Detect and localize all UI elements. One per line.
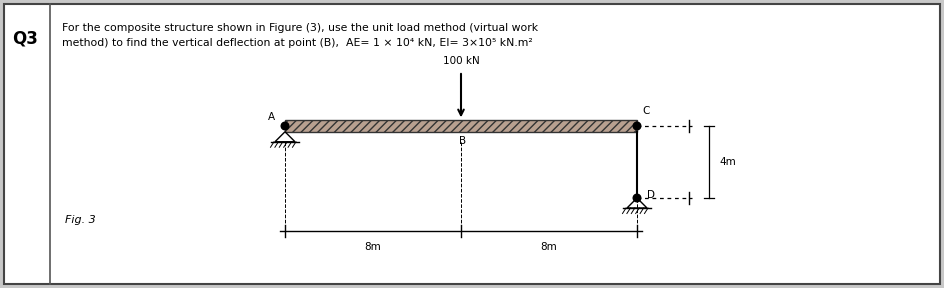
Text: For the composite structure shown in Figure (3), use the unit load method (virtu: For the composite structure shown in Fig… — [62, 23, 538, 33]
Bar — [285, 120, 637, 132]
Circle shape — [633, 194, 641, 202]
Text: 100 kN: 100 kN — [443, 56, 480, 66]
Circle shape — [633, 122, 641, 130]
Text: method) to find the vertical deflection at point (B),  AE= 1 × 10⁴ kN, EI= 3×10⁵: method) to find the vertical deflection … — [62, 38, 532, 48]
Text: Q3: Q3 — [12, 29, 38, 47]
Text: A: A — [268, 112, 275, 122]
Text: C: C — [642, 106, 649, 116]
Text: D: D — [647, 190, 655, 200]
Text: 8m: 8m — [364, 242, 381, 252]
Text: B: B — [460, 136, 466, 146]
Text: 4m: 4m — [719, 157, 735, 167]
Circle shape — [281, 122, 289, 130]
Text: 8m: 8m — [541, 242, 557, 252]
Text: Fig. 3: Fig. 3 — [65, 215, 95, 225]
